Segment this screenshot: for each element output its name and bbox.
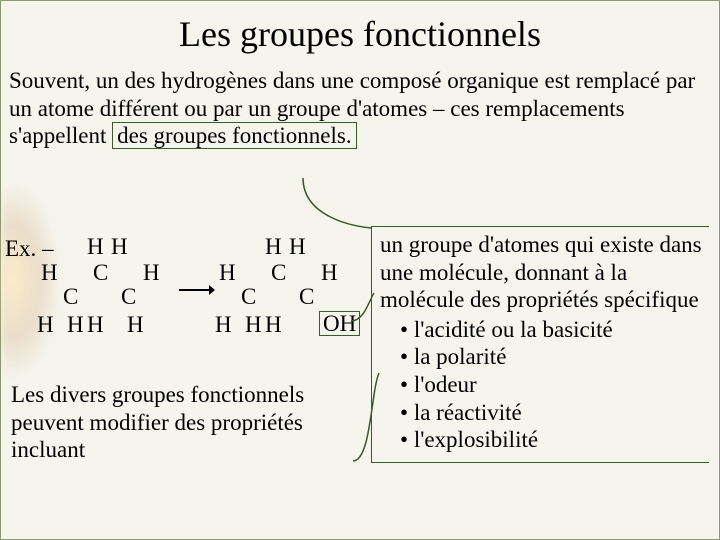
list-item: l'odeur [400, 371, 707, 399]
atom-h: H [87, 313, 104, 336]
atom-h: H [219, 261, 236, 284]
atom-h: H [87, 235, 104, 258]
list-item: l'explosibilité [400, 426, 707, 454]
atom-h: H [67, 313, 84, 336]
atom-c: C [63, 285, 78, 308]
atom-oh-boxed: OH [319, 311, 360, 336]
atom-c: C [271, 261, 286, 284]
atom-h: H [37, 313, 54, 336]
atom-c: C [121, 285, 136, 308]
atom-h: H [321, 261, 338, 284]
list-item: la polarité [400, 343, 707, 371]
atom-h: H [111, 235, 128, 258]
atom-h: H [245, 313, 262, 336]
bottom-left-text: Les divers groupes fonctionnels peuvent … [11, 381, 361, 464]
paragraph-boxed-term: des groupes fonctionnels. [112, 122, 356, 149]
definition-box: un groupe d'atomes qui existe dans une m… [371, 226, 709, 463]
atom-h: H [41, 261, 58, 284]
atom-c: C [241, 285, 256, 308]
properties-list: l'acidité ou la basicité la polarité l'o… [380, 316, 707, 454]
list-item: la réactivité [400, 399, 707, 427]
definition-intro: un groupe d'atomes qui existe dans une m… [380, 231, 707, 314]
intro-paragraph: Souvent, un des hydrogènes dans une comp… [1, 55, 719, 150]
list-item: l'acidité ou la basicité [400, 316, 707, 344]
atom-h: H [265, 313, 282, 336]
atom-h: H [143, 261, 160, 284]
atom-h: H [265, 235, 282, 258]
atom-h: H [289, 235, 306, 258]
slide-title: Les groupes fonctionnels [1, 1, 719, 55]
atom-c: C [93, 261, 108, 284]
atom-h: H [215, 313, 232, 336]
atom-c: C [299, 285, 314, 308]
atom-h: H [127, 313, 144, 336]
